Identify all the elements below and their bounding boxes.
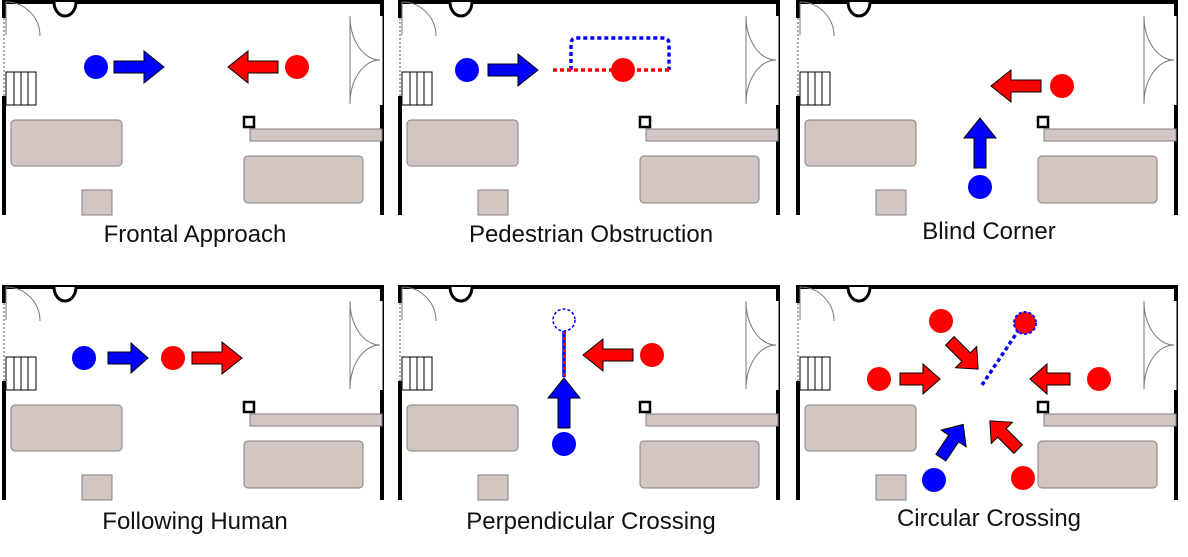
robot-detour-path — [569, 36, 671, 70]
scenario-panel-frontal-approach: Frontal Approach — [0, 0, 390, 270]
robot-arrow — [107, 342, 149, 374]
human-marker — [1011, 466, 1035, 490]
human-marker — [611, 58, 635, 82]
human-marker — [285, 55, 309, 79]
scenario-title: Frontal Approach — [103, 221, 287, 248]
robot-arrow — [547, 377, 581, 429]
scenario-panel-circular-crossing: Circular Crossing — [794, 285, 1184, 555]
scenario-panel-blind-corner: Blind Corner — [794, 0, 1184, 270]
floorplan-diagram — [794, 0, 1184, 220]
scenario-title: Circular Crossing — [896, 505, 1082, 532]
human-arrow — [899, 363, 941, 395]
robot-arrow — [963, 117, 997, 169]
floorplan-diagram — [396, 0, 786, 220]
human-marker — [867, 367, 891, 391]
robot-goal-marker — [1013, 311, 1037, 335]
robot-arrow — [927, 415, 977, 467]
human-arrow — [990, 69, 1042, 103]
scenario-title: Pedestrian Obstruction — [468, 221, 714, 248]
human-arrow — [938, 329, 990, 381]
human-arrow — [1029, 363, 1071, 395]
scenario-title: Following Human — [102, 508, 288, 535]
scenario-panel-following-human: Following Human — [0, 285, 390, 555]
human-marker — [161, 346, 185, 370]
scenario-title: Perpendicular Crossing — [466, 508, 716, 535]
robot-arrow — [113, 50, 165, 84]
robot-marker — [84, 55, 108, 79]
robot-marker — [922, 468, 946, 492]
human-marker — [640, 343, 664, 367]
robot-arrow — [487, 53, 539, 87]
human-arrow — [582, 338, 634, 372]
human-arrow — [191, 341, 243, 375]
scenario-title: Blind Corner — [922, 218, 1056, 245]
human-marker — [929, 309, 953, 333]
robot-marker — [72, 346, 96, 370]
floorplan-diagram — [0, 285, 390, 505]
human-marker — [1050, 74, 1074, 98]
human-arrow — [227, 50, 279, 84]
human-arrow — [978, 409, 1030, 461]
robot-marker — [552, 432, 576, 456]
scenario-panel-perpendicular-crossing: Perpendicular Crossing — [396, 285, 786, 555]
floorplan-diagram — [794, 285, 1184, 505]
floorplan-diagram — [0, 0, 390, 220]
robot-goal-marker — [552, 308, 576, 332]
robot-marker — [968, 175, 992, 199]
human-marker — [1087, 367, 1111, 391]
robot-marker — [455, 58, 479, 82]
robot-path — [980, 330, 1020, 386]
scenario-panel-pedestrian-obstruction: Pedestrian Obstruction — [396, 0, 786, 270]
floorplan-diagram — [396, 285, 786, 505]
